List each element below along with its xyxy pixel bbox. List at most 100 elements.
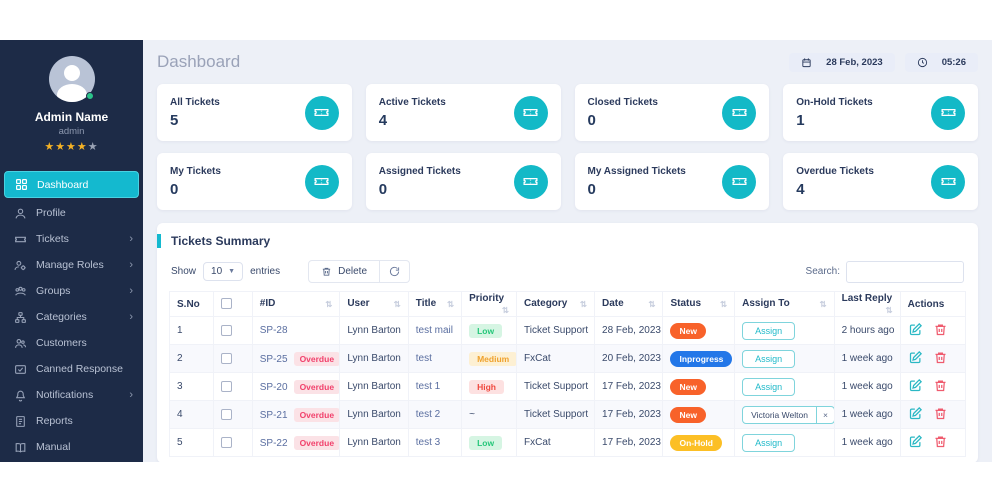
col-select-all[interactable] bbox=[212, 291, 253, 317]
stat-card-onhold-tickets[interactable]: On-Hold Tickets 1 bbox=[783, 84, 978, 141]
col-user[interactable]: User ⇅ bbox=[339, 291, 409, 317]
row-checkbox[interactable] bbox=[220, 436, 232, 448]
cell-user: Lynn Barton bbox=[339, 316, 409, 345]
cell-user: Lynn Barton bbox=[339, 400, 409, 429]
sidebar-item-dashboard[interactable]: Dashboard bbox=[4, 171, 139, 198]
sort-icon[interactable]: ⇅ bbox=[885, 304, 893, 315]
sidebar-item-reports[interactable]: Reports bbox=[0, 408, 143, 434]
time-display[interactable]: 05:26 bbox=[904, 52, 978, 72]
edit-icon[interactable] bbox=[908, 434, 923, 449]
col-id[interactable]: #ID ⇅ bbox=[251, 291, 341, 317]
delete-icon[interactable] bbox=[933, 378, 948, 393]
col-title[interactable]: Title ⇅ bbox=[407, 291, 463, 317]
assign-button[interactable]: Assign bbox=[742, 433, 796, 452]
col-status[interactable]: Status ⇅ bbox=[662, 291, 736, 317]
assign-button[interactable]: Assign bbox=[742, 377, 796, 396]
delete-icon[interactable] bbox=[933, 406, 948, 421]
assign-button[interactable]: Assign bbox=[742, 321, 796, 340]
app-window: Admin Name admin ★★★★★ Dashboard Profile… bbox=[0, 40, 992, 462]
profile-icon bbox=[14, 207, 27, 220]
edit-icon[interactable] bbox=[908, 322, 923, 337]
delete-icon[interactable] bbox=[933, 350, 948, 365]
cell-last-reply: 1 week ago bbox=[833, 428, 901, 457]
ticket-id[interactable]: SP-25 bbox=[259, 353, 288, 365]
ticket-id[interactable]: SP-21 bbox=[259, 409, 288, 421]
ticket-icon bbox=[931, 164, 965, 199]
remove-assignee-icon[interactable]: × bbox=[815, 406, 833, 423]
tickets-summary-title: Tickets Summary bbox=[171, 234, 271, 248]
col-date[interactable]: Date ⇅ bbox=[594, 291, 664, 317]
select-all-checkbox[interactable] bbox=[220, 298, 232, 310]
sidebar-item-notifications[interactable]: Notifications › bbox=[0, 382, 143, 408]
ticket-title-link[interactable]: test bbox=[415, 353, 432, 364]
stat-card-my-assigned-tickets[interactable]: My Assigned Tickets 0 bbox=[574, 153, 770, 210]
sort-icon[interactable]: ⇅ bbox=[719, 299, 728, 309]
sidebar-item-canned-response[interactable]: Canned Response bbox=[0, 356, 143, 382]
ticket-title-link[interactable]: test 3 bbox=[415, 437, 441, 448]
col-category[interactable]: Category ⇅ bbox=[516, 291, 596, 317]
search-input[interactable] bbox=[846, 260, 964, 283]
manage-roles-icon bbox=[14, 259, 27, 272]
ticket-id[interactable]: SP-22 bbox=[259, 437, 288, 449]
col-sno[interactable]: S.No bbox=[169, 291, 214, 317]
row-checkbox[interactable] bbox=[220, 324, 232, 336]
cell-last-reply: 1 week ago bbox=[833, 372, 901, 401]
sidebar-item-groups[interactable]: Groups › bbox=[0, 278, 143, 304]
overdue-badge: Overdue bbox=[293, 379, 339, 394]
chevron-right-icon: › bbox=[129, 233, 133, 245]
col-priority[interactable]: Priority ⇅ bbox=[461, 291, 518, 317]
col-assign-to[interactable]: Assign To ⇅ bbox=[734, 291, 835, 317]
sort-icon[interactable]: ⇅ bbox=[325, 299, 333, 309]
delete-button[interactable]: Delete bbox=[308, 260, 380, 283]
stat-card-closed-tickets[interactable]: Closed Tickets 0 bbox=[574, 84, 770, 141]
sort-icon[interactable]: ⇅ bbox=[393, 299, 401, 309]
sort-icon[interactable]: ⇅ bbox=[501, 304, 510, 315]
customers-icon bbox=[14, 337, 27, 350]
sidebar-item-label: Groups bbox=[36, 285, 71, 297]
stat-value: 4 bbox=[378, 111, 388, 129]
stat-card-all-tickets[interactable]: All Tickets 5 bbox=[157, 84, 352, 141]
sidebar-item-manage-roles[interactable]: Manage Roles › bbox=[0, 252, 143, 278]
edit-icon[interactable] bbox=[908, 378, 923, 393]
delete-icon[interactable] bbox=[933, 322, 948, 337]
row-checkbox[interactable] bbox=[220, 408, 232, 420]
ticket-title-link[interactable]: test mail bbox=[415, 325, 453, 336]
stat-label: Active Tickets bbox=[378, 96, 446, 108]
user-name: Admin Name bbox=[34, 110, 109, 124]
sidebar-item-manual[interactable]: Manual bbox=[0, 434, 143, 460]
cell-date: 17 Feb, 2023 bbox=[594, 428, 664, 457]
row-checkbox[interactable] bbox=[220, 380, 232, 392]
stat-card-my-tickets[interactable]: My Tickets 0 bbox=[157, 153, 352, 210]
sidebar-item-customers[interactable]: Customers bbox=[0, 330, 143, 356]
col-last-reply[interactable]: Last Reply ⇅ bbox=[833, 291, 901, 317]
sort-icon[interactable]: ⇅ bbox=[819, 299, 827, 309]
ticket-title-link[interactable]: test 2 bbox=[415, 409, 441, 420]
sort-icon[interactable]: ⇅ bbox=[579, 299, 588, 309]
sort-icon[interactable]: ⇅ bbox=[446, 299, 455, 309]
ticket-id[interactable]: SP-28 bbox=[259, 325, 288, 336]
edit-icon[interactable] bbox=[908, 350, 923, 365]
stat-card-assigned-tickets[interactable]: Assigned Tickets 0 bbox=[365, 153, 561, 210]
sort-icon[interactable]: ⇅ bbox=[648, 299, 656, 309]
sidebar-item-profile[interactable]: Profile bbox=[0, 200, 143, 226]
refresh-button[interactable] bbox=[380, 260, 410, 283]
chevron-right-icon: › bbox=[129, 311, 133, 323]
stat-card-active-tickets[interactable]: Active Tickets 4 bbox=[365, 84, 561, 141]
clock-icon bbox=[917, 57, 927, 67]
chevron-right-icon: › bbox=[129, 259, 133, 271]
row-checkbox[interactable] bbox=[220, 352, 232, 364]
assign-button[interactable]: Assign bbox=[742, 349, 796, 368]
page-size-select[interactable]: 10 ▼ bbox=[203, 262, 244, 281]
ticket-id[interactable]: SP-20 bbox=[259, 381, 288, 393]
sidebar-item-categories[interactable]: Categories › bbox=[0, 304, 143, 330]
ticket-title-link[interactable]: test 1 bbox=[415, 381, 441, 392]
delete-icon[interactable] bbox=[933, 434, 948, 449]
stat-label: All Tickets bbox=[170, 96, 220, 108]
overdue-badge: Overdue bbox=[293, 351, 339, 366]
sidebar-item-label: Tickets bbox=[36, 233, 69, 245]
edit-icon[interactable] bbox=[908, 406, 923, 421]
date-display[interactable]: 28 Feb, 2023 bbox=[789, 52, 895, 72]
sidebar-item-tickets[interactable]: Tickets › bbox=[0, 226, 143, 252]
refresh-icon bbox=[389, 266, 400, 277]
stat-card-overdue-tickets[interactable]: Overdue Tickets 4 bbox=[783, 153, 978, 210]
